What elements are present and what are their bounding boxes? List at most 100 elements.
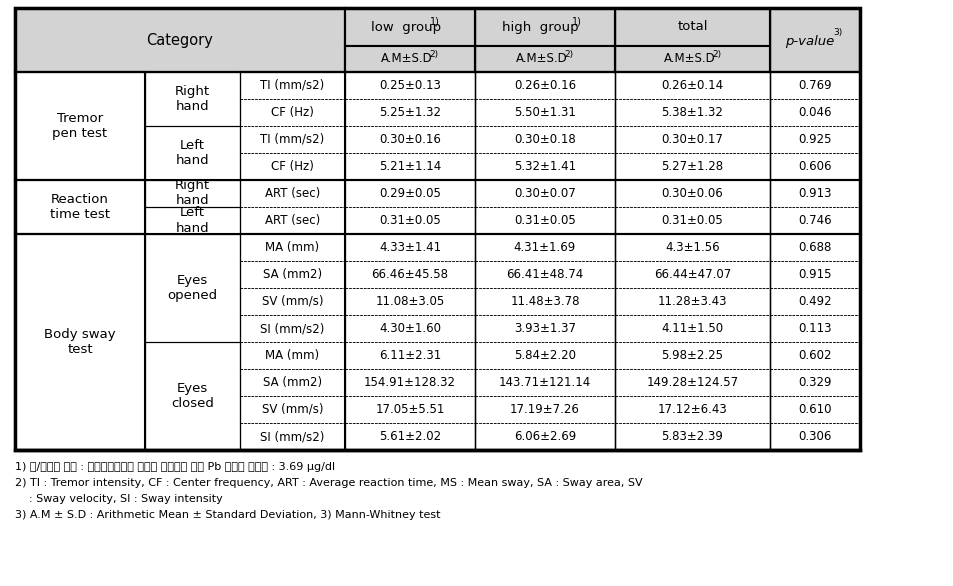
Text: 0.30±0.16: 0.30±0.16 bbox=[378, 133, 440, 146]
Text: SV (mm/s): SV (mm/s) bbox=[261, 403, 323, 416]
Text: 1): 1) bbox=[430, 16, 439, 26]
Text: 0.30±0.07: 0.30±0.07 bbox=[514, 187, 576, 200]
Text: A.M±S.D: A.M±S.D bbox=[381, 53, 433, 66]
Text: 2) TI : Tremor intensity, CF : Center frequency, ART : Average reaction time, MS: 2) TI : Tremor intensity, CF : Center fr… bbox=[15, 478, 642, 488]
Bar bbox=[15, 8, 345, 72]
Text: CF (Hz): CF (Hz) bbox=[271, 160, 314, 173]
Text: A.M±S.D: A.M±S.D bbox=[516, 53, 567, 66]
Text: 0.30±0.06: 0.30±0.06 bbox=[661, 187, 722, 200]
Text: 5.83±2.39: 5.83±2.39 bbox=[660, 430, 722, 443]
Text: 11.48±3.78: 11.48±3.78 bbox=[510, 295, 579, 308]
Text: ART (sec): ART (sec) bbox=[265, 187, 320, 200]
Text: p-value: p-value bbox=[784, 35, 834, 47]
Bar bbox=[615, 46, 769, 72]
Text: 6.11±2.31: 6.11±2.31 bbox=[378, 349, 440, 362]
Text: 0.31±0.05: 0.31±0.05 bbox=[378, 214, 440, 227]
Text: high  group: high group bbox=[501, 21, 578, 33]
Text: 0.25±0.13: 0.25±0.13 bbox=[378, 79, 440, 92]
Bar bbox=[15, 72, 145, 180]
Text: 0.30±0.17: 0.30±0.17 bbox=[660, 133, 722, 146]
Text: Left
hand: Left hand bbox=[175, 206, 209, 234]
Text: 17.12±6.43: 17.12±6.43 bbox=[657, 403, 726, 416]
Text: 3.93±1.37: 3.93±1.37 bbox=[514, 322, 576, 335]
Text: 143.71±121.14: 143.71±121.14 bbox=[498, 376, 591, 389]
Text: 5.25±1.32: 5.25±1.32 bbox=[378, 106, 440, 119]
Text: Reaction
time test: Reaction time test bbox=[50, 193, 110, 221]
Text: 0.113: 0.113 bbox=[798, 322, 831, 335]
Text: 0.769: 0.769 bbox=[798, 79, 831, 92]
Text: 0.26±0.14: 0.26±0.14 bbox=[660, 79, 722, 92]
Bar bbox=[769, 8, 859, 72]
Bar bbox=[15, 234, 145, 450]
Bar bbox=[145, 234, 240, 342]
Text: TI (mm/s2): TI (mm/s2) bbox=[260, 133, 324, 146]
Text: 2): 2) bbox=[563, 49, 573, 59]
Text: 5.21±1.14: 5.21±1.14 bbox=[378, 160, 440, 173]
Text: 0.26±0.16: 0.26±0.16 bbox=[514, 79, 576, 92]
Text: 5.27±1.28: 5.27±1.28 bbox=[660, 160, 722, 173]
Text: 1) 상/하위군 분류 : 체위반응검사에 참여한 초등학생 혁중 Pb 농도의 중위수 : 3.69 μg/dl: 1) 상/하위군 분류 : 체위반응검사에 참여한 초등학생 혁중 Pb 농도의… bbox=[15, 462, 335, 472]
Bar bbox=[345, 8, 475, 46]
Text: 0.046: 0.046 bbox=[798, 106, 831, 119]
Text: 5.61±2.02: 5.61±2.02 bbox=[378, 430, 440, 443]
Bar bbox=[145, 207, 240, 234]
Text: 66.41±48.74: 66.41±48.74 bbox=[506, 268, 583, 281]
Text: 4.3±1.56: 4.3±1.56 bbox=[664, 241, 720, 254]
Text: Category: Category bbox=[147, 32, 213, 47]
Bar bbox=[145, 180, 240, 207]
Text: 4.30±1.60: 4.30±1.60 bbox=[378, 322, 440, 335]
Bar bbox=[15, 180, 145, 234]
Text: 3): 3) bbox=[832, 28, 841, 36]
Text: 0.925: 0.925 bbox=[798, 133, 831, 146]
Text: Eyes
closed: Eyes closed bbox=[171, 382, 213, 410]
Text: : Sway velocity, SI : Sway intensity: : Sway velocity, SI : Sway intensity bbox=[15, 494, 222, 504]
Text: Right
hand: Right hand bbox=[174, 85, 210, 113]
Text: SI (mm/s2): SI (mm/s2) bbox=[260, 322, 324, 335]
Text: Left
hand: Left hand bbox=[175, 139, 209, 167]
Bar bbox=[345, 46, 475, 72]
Bar bbox=[145, 126, 240, 180]
Text: 5.38±1.32: 5.38±1.32 bbox=[660, 106, 722, 119]
Text: 0.306: 0.306 bbox=[798, 430, 831, 443]
Text: Eyes
opened: Eyes opened bbox=[168, 274, 217, 302]
Text: SV (mm/s): SV (mm/s) bbox=[261, 295, 323, 308]
Text: 5.50±1.31: 5.50±1.31 bbox=[514, 106, 576, 119]
Text: 0.915: 0.915 bbox=[798, 268, 831, 281]
Text: 154.91±128.32: 154.91±128.32 bbox=[364, 376, 456, 389]
Text: SI (mm/s2): SI (mm/s2) bbox=[260, 430, 324, 443]
Text: A.M±S.D: A.M±S.D bbox=[663, 53, 715, 66]
Text: TI (mm/s2): TI (mm/s2) bbox=[260, 79, 324, 92]
Text: Right
hand: Right hand bbox=[174, 179, 210, 207]
Text: SA (mm2): SA (mm2) bbox=[263, 376, 322, 389]
Text: 66.46±45.58: 66.46±45.58 bbox=[371, 268, 448, 281]
Text: 0.602: 0.602 bbox=[798, 349, 831, 362]
Text: Tremor
pen test: Tremor pen test bbox=[52, 112, 108, 140]
Text: 149.28±124.57: 149.28±124.57 bbox=[646, 376, 738, 389]
Text: 5.98±2.25: 5.98±2.25 bbox=[660, 349, 722, 362]
Text: 2): 2) bbox=[712, 49, 720, 59]
Bar bbox=[15, 8, 859, 450]
Bar bbox=[475, 46, 615, 72]
Text: CF (Hz): CF (Hz) bbox=[271, 106, 314, 119]
Text: 0.688: 0.688 bbox=[798, 241, 831, 254]
Text: 4.33±1.41: 4.33±1.41 bbox=[378, 241, 440, 254]
Text: 17.19±7.26: 17.19±7.26 bbox=[510, 403, 579, 416]
Text: SA (mm2): SA (mm2) bbox=[263, 268, 322, 281]
Text: 0.492: 0.492 bbox=[798, 295, 831, 308]
Text: 0.606: 0.606 bbox=[798, 160, 831, 173]
Text: 3) A.M ± S.D : Arithmetic Mean ± Standard Deviation, 3) Mann-Whitney test: 3) A.M ± S.D : Arithmetic Mean ± Standar… bbox=[15, 510, 440, 520]
Text: 4.31±1.69: 4.31±1.69 bbox=[514, 241, 576, 254]
Text: 2): 2) bbox=[429, 49, 437, 59]
Bar bbox=[475, 8, 615, 46]
Text: 6.06±2.69: 6.06±2.69 bbox=[514, 430, 576, 443]
Text: 0.610: 0.610 bbox=[798, 403, 831, 416]
Text: total: total bbox=[677, 21, 707, 33]
Text: 66.44±47.07: 66.44±47.07 bbox=[653, 268, 730, 281]
Text: 1): 1) bbox=[572, 16, 581, 26]
Bar bbox=[145, 342, 240, 450]
Text: 11.28±3.43: 11.28±3.43 bbox=[657, 295, 726, 308]
Text: low  group: low group bbox=[371, 21, 440, 33]
Text: 5.32±1.41: 5.32±1.41 bbox=[514, 160, 576, 173]
Text: 0.913: 0.913 bbox=[798, 187, 831, 200]
Text: 0.30±0.18: 0.30±0.18 bbox=[514, 133, 576, 146]
